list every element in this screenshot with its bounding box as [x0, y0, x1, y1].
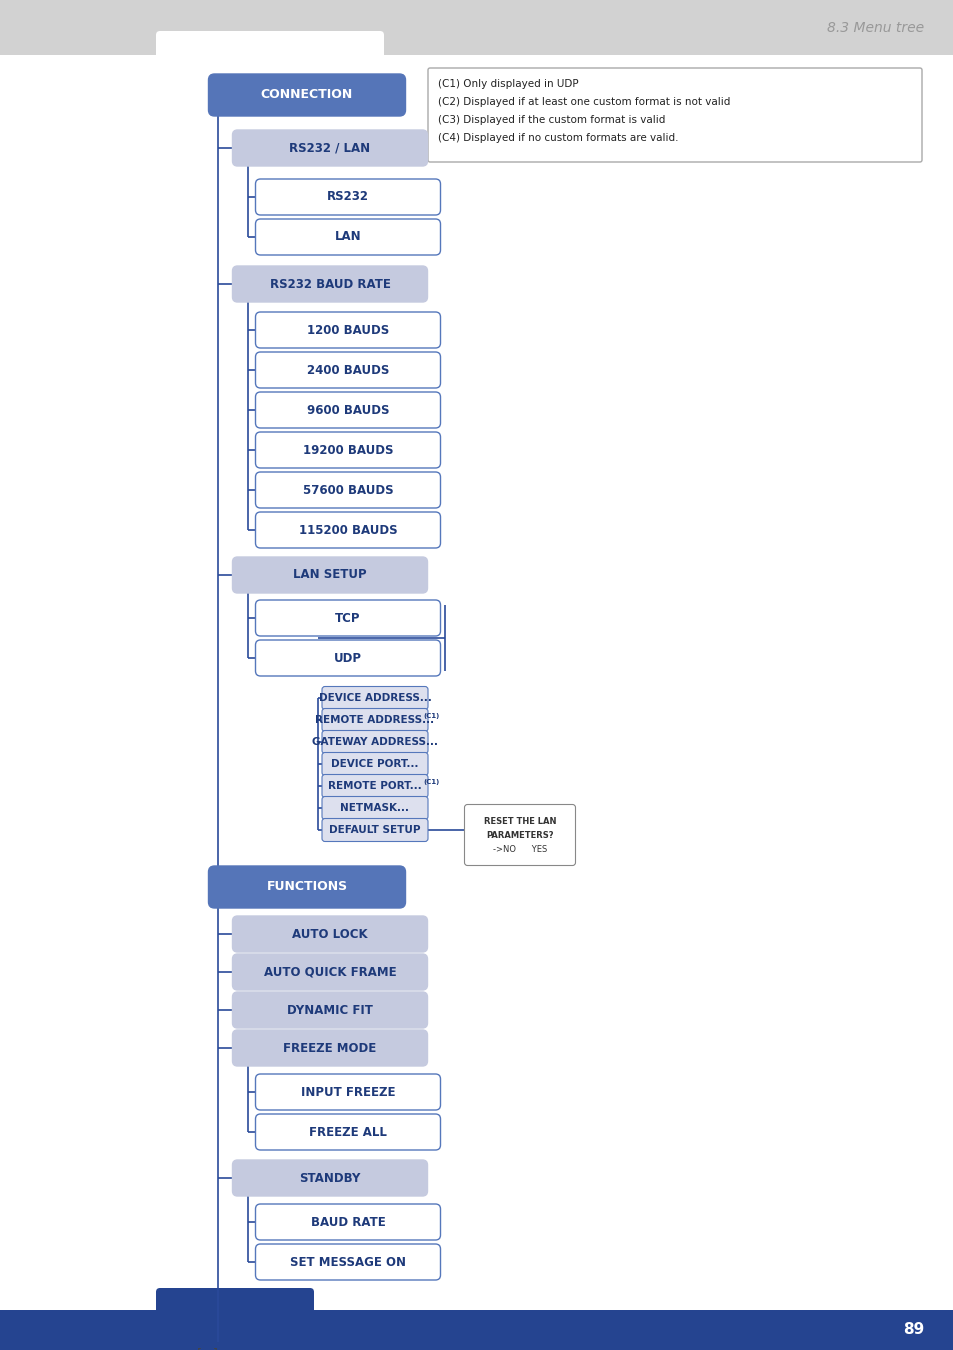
FancyBboxPatch shape	[255, 512, 440, 548]
FancyBboxPatch shape	[322, 818, 428, 841]
FancyBboxPatch shape	[233, 954, 427, 990]
Text: FREEZE MODE: FREEZE MODE	[283, 1041, 376, 1054]
Text: REMOTE PORT...: REMOTE PORT...	[328, 782, 421, 791]
FancyBboxPatch shape	[255, 1114, 440, 1150]
FancyBboxPatch shape	[255, 1243, 440, 1280]
FancyBboxPatch shape	[322, 730, 428, 753]
Text: RS232 / LAN: RS232 / LAN	[289, 142, 370, 154]
Text: 115200 BAUDS: 115200 BAUDS	[298, 524, 396, 536]
FancyBboxPatch shape	[322, 775, 428, 798]
Text: REMOTE ADDRESS...: REMOTE ADDRESS...	[315, 716, 435, 725]
Text: INPUT FREEZE: INPUT FREEZE	[300, 1085, 395, 1099]
FancyBboxPatch shape	[255, 180, 440, 215]
FancyBboxPatch shape	[322, 687, 428, 710]
FancyBboxPatch shape	[255, 312, 440, 348]
Text: DEFAULT SETUP: DEFAULT SETUP	[329, 825, 420, 836]
FancyBboxPatch shape	[428, 68, 921, 162]
FancyBboxPatch shape	[464, 805, 575, 865]
Text: (C1) Only displayed in UDP: (C1) Only displayed in UDP	[437, 80, 578, 89]
Text: RESET THE LAN: RESET THE LAN	[483, 817, 556, 825]
Text: ->NO      YES: ->NO YES	[493, 845, 547, 853]
Text: RS232: RS232	[327, 190, 369, 204]
Text: 89: 89	[902, 1323, 923, 1338]
FancyBboxPatch shape	[156, 1288, 314, 1326]
Text: CONNECTION: CONNECTION	[260, 89, 353, 101]
Bar	[0, 0, 953, 55]
Text: TCP: TCP	[335, 612, 360, 625]
Text: 19200 BAUDS: 19200 BAUDS	[302, 444, 393, 456]
FancyBboxPatch shape	[255, 599, 440, 636]
Text: DEVICE ADDRESS...: DEVICE ADDRESS...	[318, 693, 431, 703]
Text: AUTO LOCK: AUTO LOCK	[292, 927, 368, 941]
FancyBboxPatch shape	[322, 752, 428, 775]
Text: AUTO QUICK FRAME: AUTO QUICK FRAME	[263, 965, 395, 979]
Text: SET MESSAGE ON: SET MESSAGE ON	[290, 1256, 406, 1269]
FancyBboxPatch shape	[233, 266, 427, 302]
Text: NETMASK...: NETMASK...	[340, 803, 409, 813]
FancyBboxPatch shape	[233, 130, 427, 166]
Text: FUNCTIONS: FUNCTIONS	[266, 880, 347, 894]
FancyBboxPatch shape	[255, 219, 440, 255]
FancyBboxPatch shape	[322, 796, 428, 819]
Text: GATEWAY ADDRESS...: GATEWAY ADDRESS...	[312, 737, 437, 747]
Text: LAN: LAN	[335, 231, 361, 243]
Text: 9600 BAUDS: 9600 BAUDS	[307, 404, 389, 417]
FancyBboxPatch shape	[255, 392, 440, 428]
FancyBboxPatch shape	[233, 917, 427, 952]
Text: 57600 BAUDS: 57600 BAUDS	[302, 483, 393, 497]
FancyBboxPatch shape	[322, 709, 428, 732]
FancyBboxPatch shape	[255, 352, 440, 387]
Text: FREEZE ALL: FREEZE ALL	[309, 1126, 387, 1138]
FancyBboxPatch shape	[156, 31, 384, 69]
Text: LAN SETUP: LAN SETUP	[293, 568, 366, 582]
FancyBboxPatch shape	[233, 1160, 427, 1196]
FancyBboxPatch shape	[209, 74, 405, 116]
Text: 2400 BAUDS: 2400 BAUDS	[307, 363, 389, 377]
Text: (C4) Displayed if no custom formats are valid.: (C4) Displayed if no custom formats are …	[437, 134, 678, 143]
Text: 8.3 Menu tree: 8.3 Menu tree	[826, 22, 923, 35]
FancyBboxPatch shape	[255, 432, 440, 468]
FancyBboxPatch shape	[255, 472, 440, 508]
Text: BAUD RATE: BAUD RATE	[311, 1215, 385, 1228]
Bar	[0, 1310, 953, 1350]
Text: DYNAMIC FIT: DYNAMIC FIT	[287, 1003, 373, 1017]
FancyBboxPatch shape	[255, 1075, 440, 1110]
FancyBboxPatch shape	[209, 865, 405, 909]
Text: (C1): (C1)	[422, 779, 438, 784]
Text: DEVICE PORT...: DEVICE PORT...	[331, 759, 418, 769]
Text: (C1): (C1)	[422, 713, 438, 718]
FancyBboxPatch shape	[233, 558, 427, 593]
FancyBboxPatch shape	[233, 992, 427, 1027]
Text: 1200 BAUDS: 1200 BAUDS	[307, 324, 389, 336]
Text: (C3) Displayed if the custom format is valid: (C3) Displayed if the custom format is v…	[437, 115, 664, 126]
FancyBboxPatch shape	[233, 1030, 427, 1066]
Text: [...]: [...]	[197, 1347, 218, 1350]
FancyBboxPatch shape	[255, 1204, 440, 1241]
Text: (C2) Displayed if at least one custom format is not valid: (C2) Displayed if at least one custom fo…	[437, 97, 730, 107]
Text: PARAMETERS?: PARAMETERS?	[486, 830, 553, 840]
Text: UDP: UDP	[334, 652, 361, 664]
FancyBboxPatch shape	[255, 640, 440, 676]
Text: RS232 BAUD RATE: RS232 BAUD RATE	[270, 278, 390, 290]
Text: STANDBY: STANDBY	[299, 1172, 360, 1184]
